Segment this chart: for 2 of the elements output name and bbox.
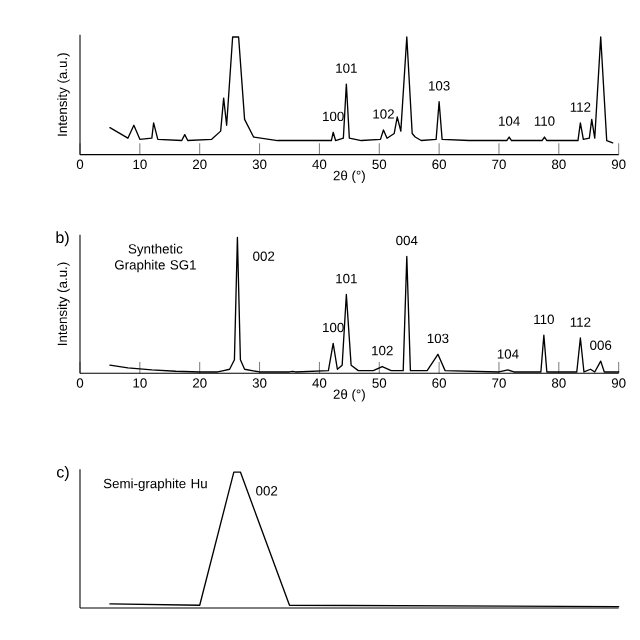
text: c) — [56, 465, 69, 481]
text: b) — [56, 231, 69, 247]
